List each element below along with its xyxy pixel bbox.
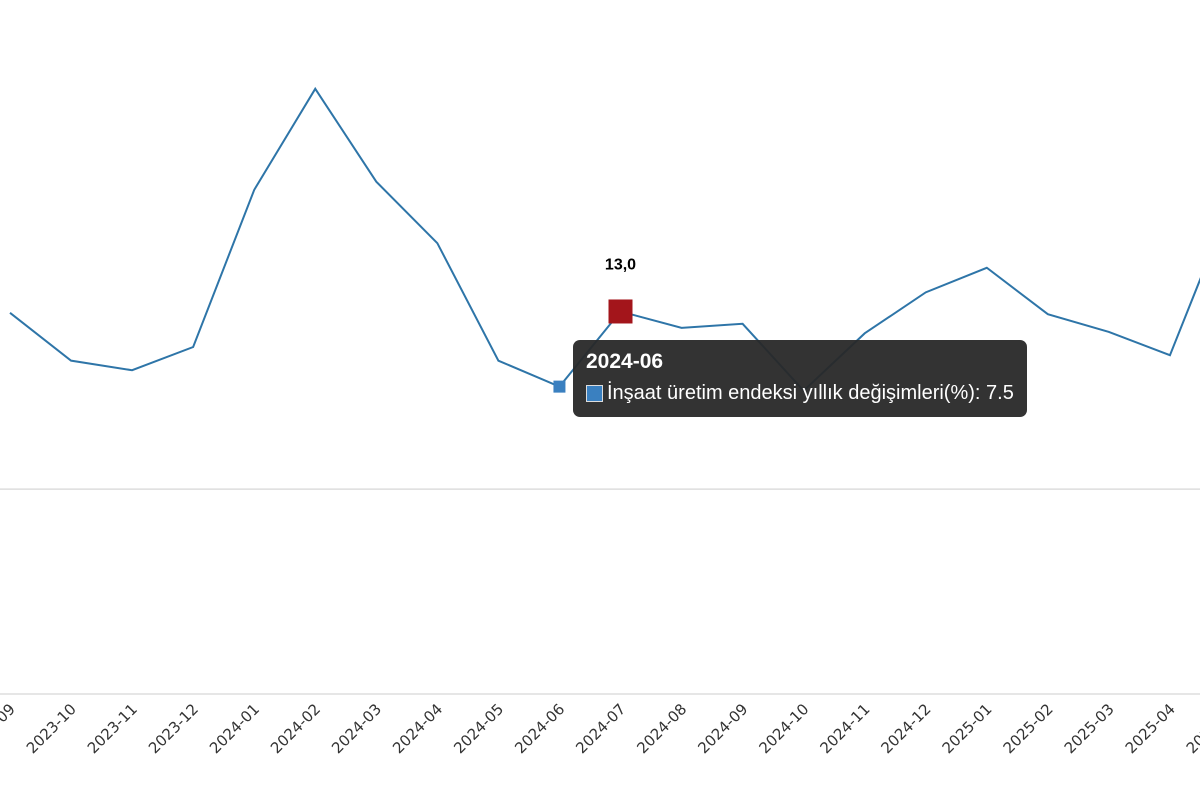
tooltip: 2024-06 İnşaat üretim endeksi yıllık değ… xyxy=(573,340,1027,417)
tooltip-value: 7.5 xyxy=(986,382,1014,404)
x-tick-label: 2024-12 xyxy=(878,700,935,757)
x-tick-label: 2025-01 xyxy=(939,700,996,757)
x-tick-label: 2025-02 xyxy=(1000,700,1057,757)
x-tick-label: 2024-03 xyxy=(328,700,385,757)
x-tick-label: 2023-11 xyxy=(84,700,141,757)
value-label: 13,0 xyxy=(605,256,636,273)
x-tick-label: 2024-01 xyxy=(206,700,263,757)
x-tick-label: 2024-10 xyxy=(755,700,812,757)
tooltip-swatch xyxy=(586,385,603,402)
x-tick-label: 2024-09 xyxy=(694,700,751,757)
x-tick-label: 2023-09 xyxy=(0,700,19,757)
highlight-marker xyxy=(608,299,633,324)
hover-marker xyxy=(553,380,566,393)
x-tick-label: 2024-04 xyxy=(389,700,446,757)
x-tick-label: 2023-10 xyxy=(23,700,80,757)
x-tick-label: 2024-07 xyxy=(572,700,629,757)
x-tick-label: 2024-06 xyxy=(511,700,568,757)
tooltip-series: İnşaat üretim endeksi yıllık değişimleri… xyxy=(607,382,986,405)
x-tick-label: 2024-02 xyxy=(267,700,324,757)
tooltip-title: 2024-06 xyxy=(586,350,664,373)
x-tick-label: 2024-05 xyxy=(450,700,507,757)
x-tick-label: 2024-11 xyxy=(816,700,873,757)
x-tick-label: 2024-08 xyxy=(633,700,690,757)
x-tick-label: 2025-05 xyxy=(1183,700,1200,757)
x-tick-label: 2025-03 xyxy=(1061,700,1118,757)
x-tick-label: 2025-04 xyxy=(1122,700,1179,757)
tooltip-row: İnşaat üretim endeksi yıllık değişimleri… xyxy=(586,382,1014,405)
x-tick-label: 2023-12 xyxy=(145,700,202,757)
